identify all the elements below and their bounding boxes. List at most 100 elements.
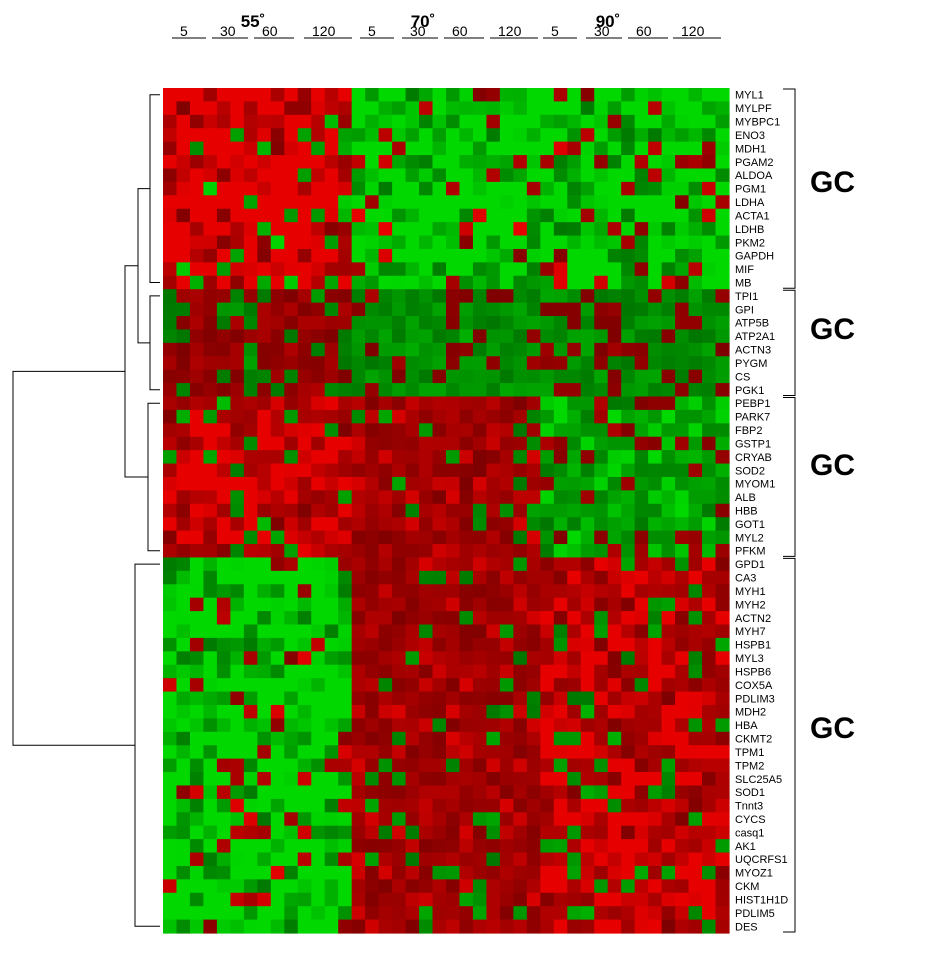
heatmap-cell xyxy=(702,919,717,934)
heatmap-cell xyxy=(486,678,501,693)
heatmap-cell xyxy=(715,235,730,250)
heatmap-cell xyxy=(702,275,717,290)
heatmap-cell xyxy=(553,544,568,559)
timepoint-label: 30 xyxy=(594,23,610,39)
heatmap-cell xyxy=(338,557,353,572)
heatmap-cell xyxy=(513,450,528,465)
heatmap-cell xyxy=(540,88,555,103)
heatmap-cell xyxy=(661,530,676,545)
heatmap-cell xyxy=(702,906,717,921)
heatmap-cell xyxy=(634,262,649,277)
heatmap-cell xyxy=(553,624,568,639)
heatmap-cell xyxy=(486,436,501,451)
heatmap-cell xyxy=(203,423,218,438)
gene-label: SLC25A5 xyxy=(735,774,782,786)
heatmap-cell xyxy=(486,356,501,371)
heatmap-cell xyxy=(594,329,609,344)
heatmap-cell xyxy=(324,450,339,465)
heatmap-cell xyxy=(594,289,609,304)
heatmap-cell xyxy=(675,530,690,545)
heatmap-cell xyxy=(499,423,514,438)
heatmap-cell xyxy=(324,222,339,237)
heatmap-cell xyxy=(216,651,231,666)
heatmap-cell xyxy=(621,168,636,183)
heatmap-cell xyxy=(257,906,272,921)
heatmap-cell xyxy=(675,557,690,572)
heatmap-cell xyxy=(715,356,730,371)
heatmap-cell xyxy=(513,436,528,451)
heatmap-cell xyxy=(230,383,245,398)
heatmap-cell xyxy=(540,772,555,787)
heatmap-cell xyxy=(189,664,205,679)
heatmap-cell xyxy=(472,503,488,518)
heatmap-cell xyxy=(486,718,501,733)
heatmap-cell xyxy=(297,155,312,170)
heatmap-cell xyxy=(634,530,649,545)
heatmap-cell xyxy=(715,476,730,491)
heatmap-cell xyxy=(472,181,488,196)
heatmap-cell xyxy=(580,396,595,411)
heatmap-cell xyxy=(472,369,488,384)
heatmap-cell xyxy=(230,865,245,880)
heatmap-cell xyxy=(203,409,218,424)
heatmap-cell xyxy=(486,785,501,800)
heatmap-cell xyxy=(176,141,191,156)
heatmap-cell xyxy=(365,597,380,612)
heatmap-cell xyxy=(513,128,528,143)
heatmap-cell xyxy=(472,597,488,612)
heatmap-cell xyxy=(351,772,366,787)
heatmap-cell xyxy=(688,128,703,143)
gene-label: ACTA1 xyxy=(735,210,770,222)
heatmap-cell xyxy=(338,664,353,679)
heatmap-cell xyxy=(324,704,339,719)
dendrogram-branch xyxy=(149,94,160,283)
heatmap-cell xyxy=(459,745,474,760)
heatmap-cell xyxy=(365,906,380,921)
heatmap-cell xyxy=(189,88,205,103)
heatmap-cell xyxy=(311,919,326,934)
heatmap-cell xyxy=(661,637,676,652)
heatmap-cell xyxy=(634,718,649,733)
heatmap-cell xyxy=(365,114,380,129)
heatmap-cell xyxy=(405,168,420,183)
heatmap-cell xyxy=(526,316,541,331)
heatmap-cell xyxy=(553,825,568,840)
heatmap-cell xyxy=(230,168,245,183)
heatmap-cell xyxy=(688,892,703,907)
heatmap-cell xyxy=(472,356,488,371)
heatmap-cell xyxy=(702,839,717,854)
heatmap-cell xyxy=(284,731,299,746)
heatmap-cell xyxy=(378,637,393,652)
heatmap-cell xyxy=(176,906,191,921)
heatmap-cell xyxy=(189,329,205,344)
heatmap-cell xyxy=(378,906,393,921)
heatmap-cell xyxy=(459,369,474,384)
heatmap-cell xyxy=(324,463,339,478)
heatmap-cell xyxy=(392,772,407,787)
heatmap-cell xyxy=(567,262,582,277)
heatmap-cell xyxy=(594,745,609,760)
heatmap-cell xyxy=(675,342,690,357)
heatmap-cell xyxy=(634,208,649,223)
heatmap-cell xyxy=(513,168,528,183)
heatmap-cell xyxy=(176,637,191,652)
heatmap-cell xyxy=(189,825,205,840)
heatmap-cell xyxy=(163,597,178,612)
heatmap-cell xyxy=(419,678,434,693)
heatmap-cell xyxy=(675,476,690,491)
heatmap-cell xyxy=(432,409,447,424)
heatmap-cell xyxy=(176,825,191,840)
heatmap-cell xyxy=(526,785,541,800)
heatmap-cell xyxy=(176,463,191,478)
dendrogram-branch xyxy=(137,188,150,344)
heatmap-cell xyxy=(378,919,393,934)
heatmap-cell xyxy=(351,892,366,907)
heatmap-cell xyxy=(634,611,649,626)
heatmap-cell xyxy=(338,772,353,787)
heatmap-cell xyxy=(621,691,636,706)
heatmap-cell xyxy=(472,865,488,880)
heatmap-cell xyxy=(189,302,205,317)
heatmap-cell xyxy=(513,383,528,398)
heatmap-cell xyxy=(392,262,407,277)
heatmap-cell xyxy=(446,155,461,170)
